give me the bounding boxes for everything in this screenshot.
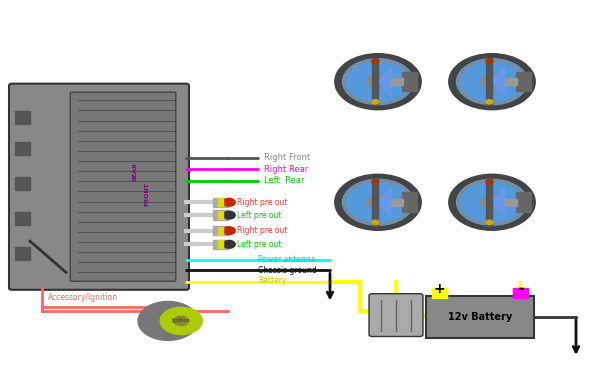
Circle shape (372, 180, 379, 184)
Bar (15, 111, 30, 124)
Circle shape (343, 179, 413, 225)
Circle shape (486, 100, 493, 104)
Text: Chassis ground: Chassis ground (258, 266, 317, 275)
Bar (218, 198, 223, 206)
Circle shape (372, 59, 379, 64)
Circle shape (367, 195, 389, 209)
Bar (505, 78, 517, 85)
Bar (15, 142, 30, 155)
Bar (487, 58, 492, 105)
Bar (218, 227, 223, 235)
Polygon shape (376, 188, 391, 216)
Bar (373, 58, 378, 105)
Circle shape (160, 307, 202, 335)
Bar (391, 78, 403, 85)
Circle shape (372, 220, 379, 225)
Text: Battery: Battery (258, 276, 287, 286)
Text: REAR: REAR (133, 162, 137, 180)
Circle shape (223, 227, 235, 235)
Polygon shape (490, 188, 505, 216)
Circle shape (343, 59, 413, 105)
Text: -: - (517, 280, 524, 298)
Text: Ignition: Ignition (172, 319, 191, 323)
Circle shape (486, 59, 493, 64)
Circle shape (138, 301, 198, 340)
Bar (15, 177, 30, 190)
Bar (391, 199, 403, 206)
Polygon shape (376, 68, 391, 96)
Circle shape (486, 220, 493, 225)
Bar (505, 199, 517, 206)
Polygon shape (490, 68, 505, 96)
FancyBboxPatch shape (9, 84, 189, 290)
Bar (402, 193, 417, 212)
Bar (213, 198, 228, 207)
Bar (487, 179, 492, 226)
Text: 12v Battery: 12v Battery (448, 312, 512, 322)
Circle shape (174, 316, 188, 326)
Circle shape (449, 54, 535, 110)
Text: Right Rear: Right Rear (264, 165, 308, 174)
Bar (213, 226, 228, 235)
Bar (513, 288, 528, 298)
Text: Accessory/Ignition: Accessory/Ignition (48, 293, 118, 302)
Bar (218, 240, 223, 248)
Bar (218, 211, 223, 219)
Circle shape (457, 179, 527, 225)
Circle shape (223, 240, 235, 248)
Bar (15, 212, 30, 225)
Text: Right Front: Right Front (264, 153, 310, 162)
Bar (516, 72, 531, 91)
Text: Right pre out: Right pre out (237, 198, 287, 207)
Bar (213, 240, 228, 249)
Bar (402, 72, 417, 91)
FancyBboxPatch shape (369, 294, 423, 336)
Circle shape (223, 211, 235, 219)
Circle shape (481, 75, 503, 89)
Circle shape (481, 195, 503, 209)
Text: Left pre out: Left pre out (237, 240, 281, 249)
Text: Power antenna: Power antenna (258, 255, 316, 265)
Bar (213, 210, 228, 220)
Circle shape (335, 174, 421, 230)
FancyBboxPatch shape (70, 92, 176, 281)
Bar (432, 288, 447, 298)
Text: FRONT: FRONT (145, 182, 149, 207)
Circle shape (457, 59, 527, 105)
Circle shape (449, 174, 535, 230)
Circle shape (335, 54, 421, 110)
Text: Left  Rear: Left Rear (264, 176, 305, 186)
Text: +: + (434, 282, 446, 296)
Circle shape (372, 100, 379, 104)
Text: Right pre out: Right pre out (237, 226, 287, 235)
Bar (373, 179, 378, 226)
Circle shape (367, 75, 389, 89)
Bar (15, 247, 30, 260)
Bar (516, 193, 531, 212)
Circle shape (486, 180, 493, 184)
Circle shape (223, 198, 235, 206)
Bar (426, 296, 534, 338)
Text: Left pre out: Left pre out (237, 210, 281, 220)
